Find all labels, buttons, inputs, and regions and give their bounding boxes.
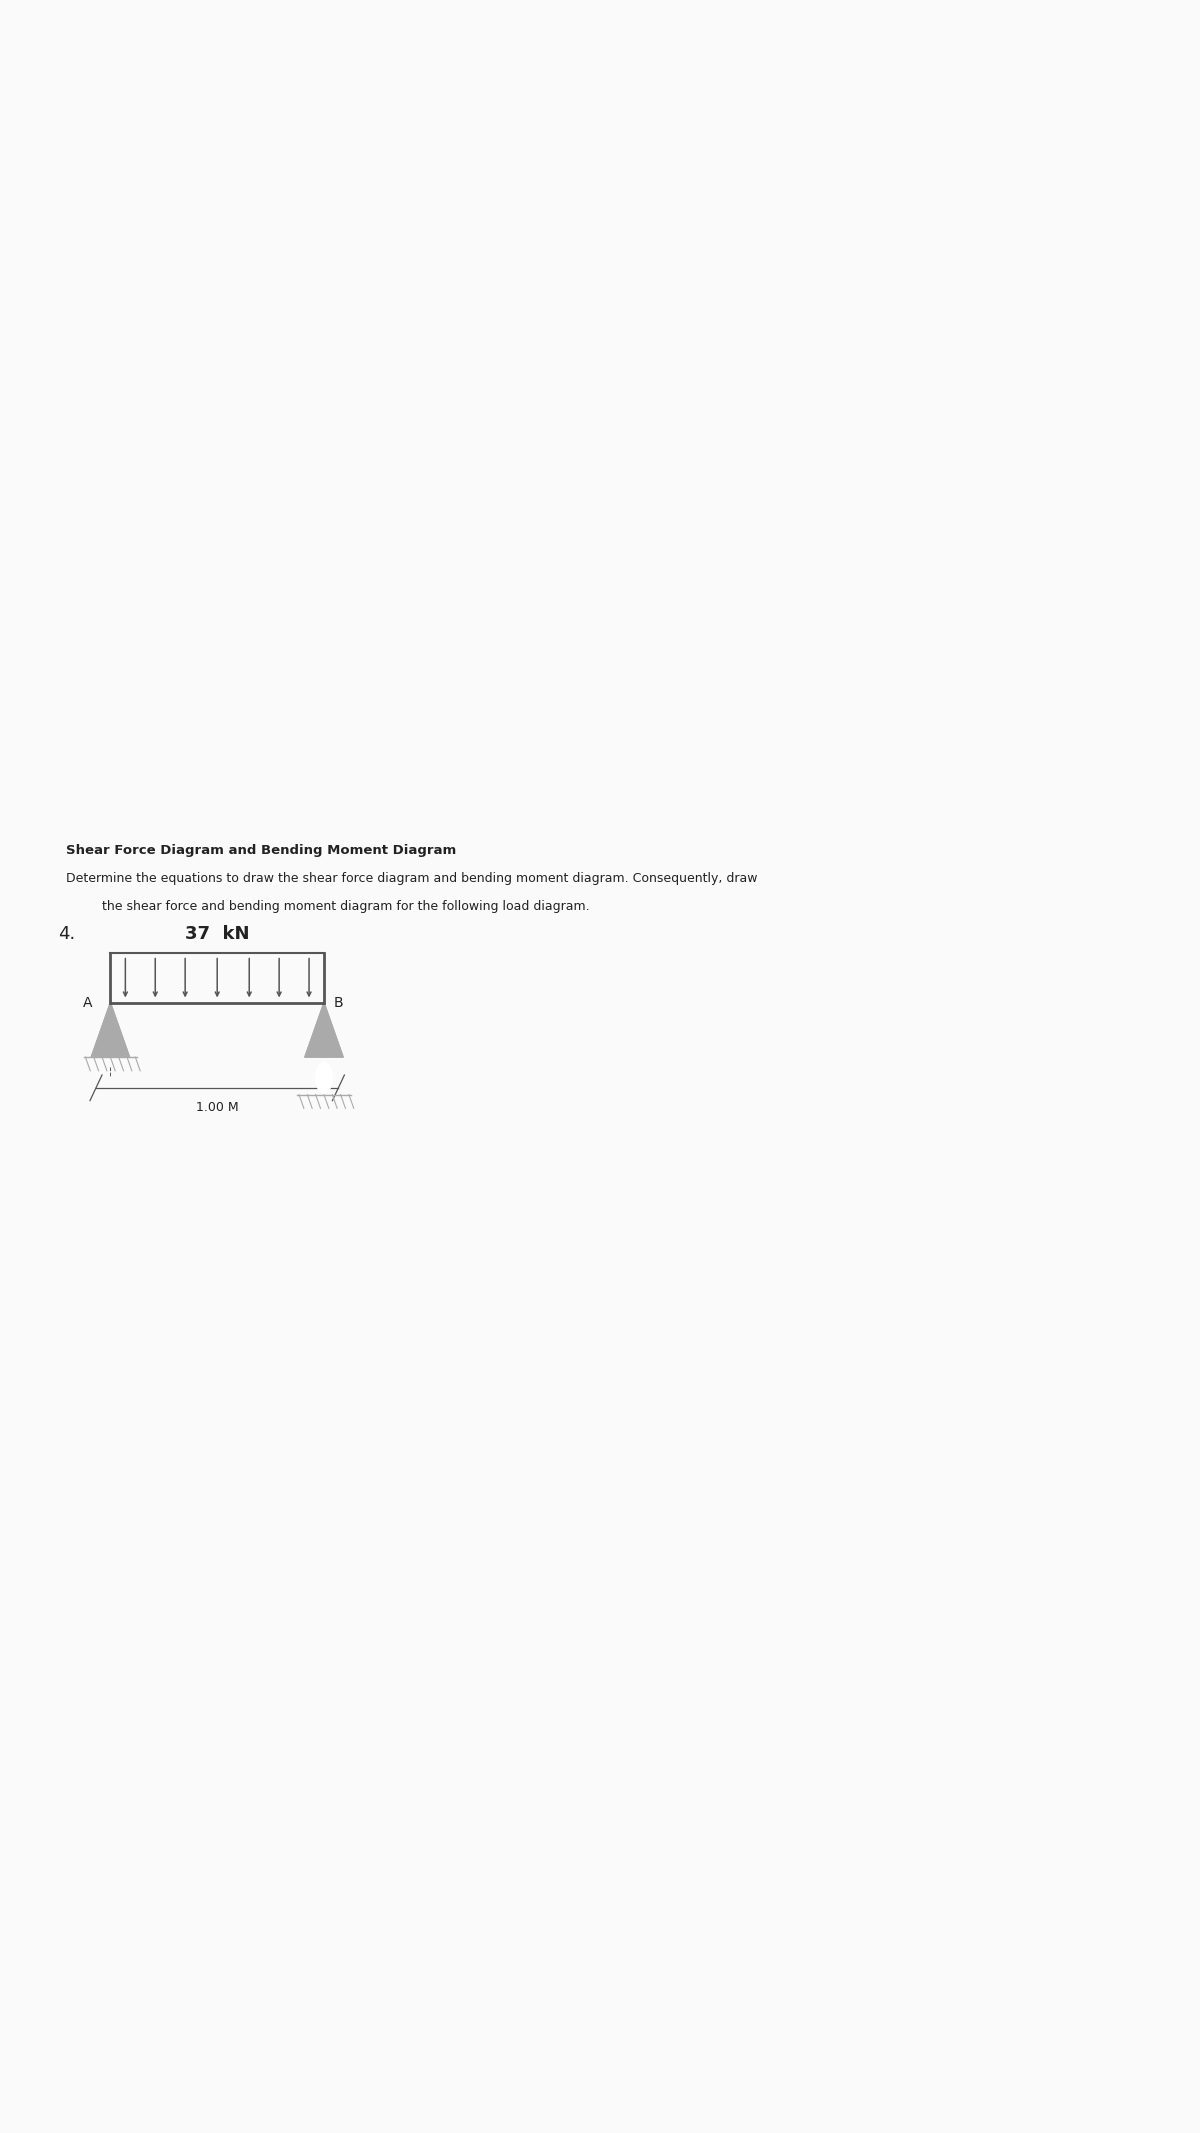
Circle shape [316, 1062, 332, 1092]
Text: A: A [83, 996, 92, 1009]
Text: 4.: 4. [58, 926, 74, 943]
Text: Determine the equations to draw the shear force diagram and bending moment diagr: Determine the equations to draw the shea… [66, 872, 757, 885]
Text: Shear Force Diagram and Bending Moment Diagram: Shear Force Diagram and Bending Moment D… [66, 845, 456, 857]
Text: 1.00 M: 1.00 M [196, 1101, 239, 1113]
Polygon shape [305, 1003, 343, 1058]
Text: the shear force and bending moment diagram for the following load diagram.: the shear force and bending moment diagr… [102, 900, 589, 913]
Text: 37  kN: 37 kN [185, 926, 250, 943]
Text: B: B [334, 996, 343, 1009]
Polygon shape [91, 1003, 130, 1058]
